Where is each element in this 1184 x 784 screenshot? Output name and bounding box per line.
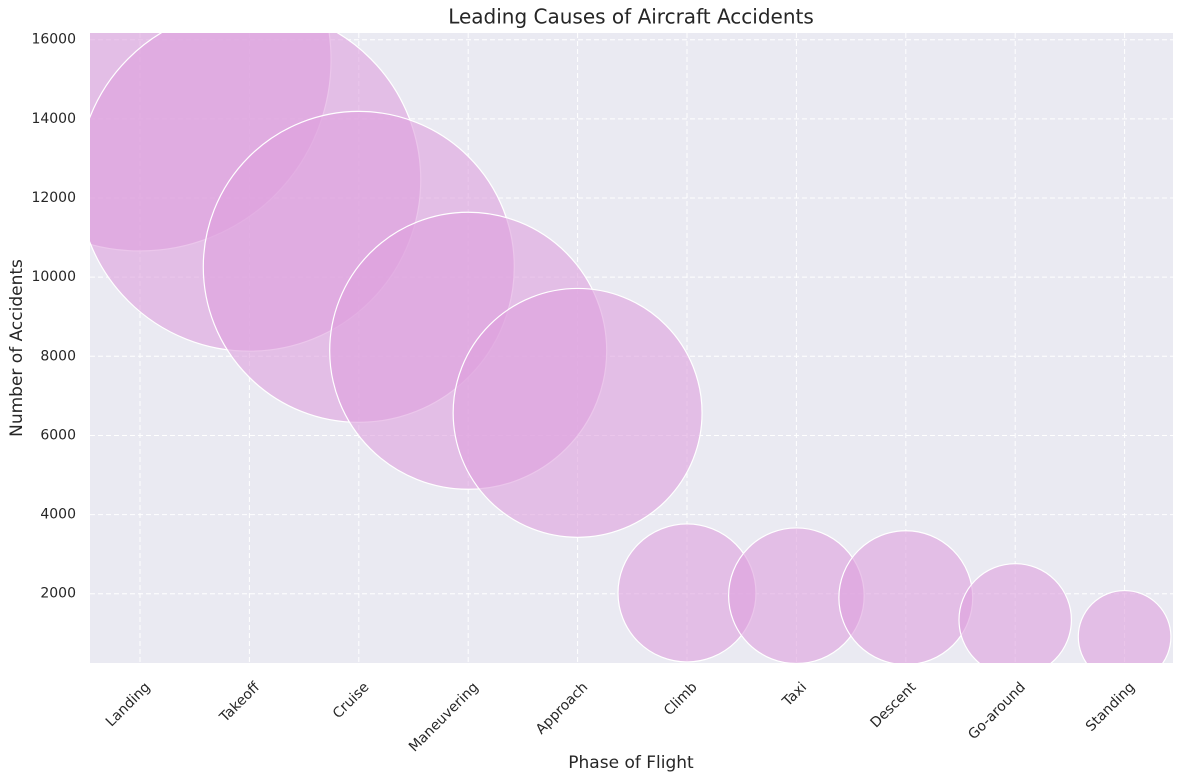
y-tick-label: 14000 xyxy=(31,111,76,127)
y-tick-label: 8000 xyxy=(40,348,76,364)
x-tick-label: Standing xyxy=(1083,679,1138,734)
y-tick-label: 4000 xyxy=(40,507,76,523)
y-tick-label: 2000 xyxy=(40,586,76,602)
x-tick-label: Go-around xyxy=(965,679,1029,743)
x-tick-label: Approach xyxy=(533,679,591,737)
x-tick-label: Cruise xyxy=(330,679,373,722)
bubble xyxy=(958,563,1072,663)
x-tick-label: Taxi xyxy=(779,679,810,710)
x-tick-label: Climb xyxy=(661,679,701,719)
y-tick-label: 16000 xyxy=(31,32,76,48)
bubble xyxy=(838,530,974,663)
x-tick-label: Maneuvering xyxy=(406,679,482,755)
y-axis-label: Number of Accidents xyxy=(7,259,27,437)
y-tick-label: 10000 xyxy=(31,269,76,285)
bubbles xyxy=(90,33,1172,663)
x-tick-label: Takeoff xyxy=(216,679,263,726)
x-tick-label: Descent xyxy=(868,679,920,731)
bubble xyxy=(452,287,703,538)
chart-title: Leading Causes of Aircraft Accidents xyxy=(448,5,814,29)
y-tick-label: 6000 xyxy=(40,427,76,443)
x-axis-label: Phase of Flight xyxy=(568,753,694,773)
y-tick-label: 12000 xyxy=(31,190,76,206)
bubble xyxy=(1077,589,1172,663)
x-tick-label: Landing xyxy=(103,679,154,730)
